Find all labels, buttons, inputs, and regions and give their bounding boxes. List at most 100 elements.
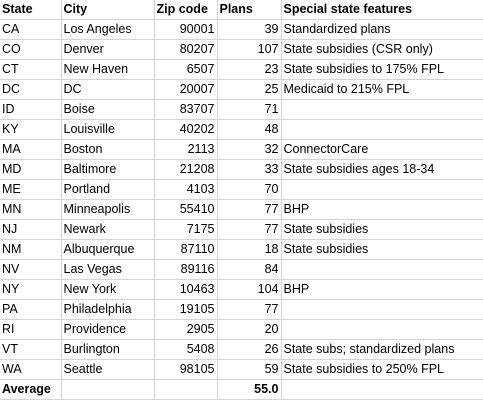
cell-city[interactable]: Albuquerque (61, 239, 155, 260)
cell-special-features[interactable]: State subsidies (281, 239, 483, 260)
cell-special-features[interactable]: ConnectorCare (281, 139, 483, 160)
cell-zip-code[interactable]: 98105 (154, 359, 218, 380)
header-special-features[interactable]: Special state features (281, 0, 483, 20)
cell-zip-code[interactable]: 20007 (154, 79, 218, 100)
cell-plans[interactable]: 25 (217, 79, 282, 100)
header-plans[interactable]: Plans (217, 0, 282, 20)
cell-special-features[interactable] (281, 259, 483, 280)
cell-city[interactable]: Boston (61, 139, 155, 160)
average-empty-cell[interactable] (61, 379, 155, 400)
cell-plans[interactable]: 39 (217, 19, 282, 40)
average-value[interactable]: 55.0 (217, 379, 282, 400)
cell-zip-code[interactable]: 5408 (154, 339, 218, 360)
cell-city[interactable]: Portland (61, 179, 155, 200)
header-city[interactable]: City (61, 0, 155, 20)
cell-special-features[interactable] (281, 179, 483, 200)
cell-zip-code[interactable]: 4103 (154, 179, 218, 200)
cell-special-features[interactable]: State subsidies to 250% FPL (281, 359, 483, 380)
cell-state[interactable]: RI (0, 319, 62, 340)
cell-plans[interactable]: 33 (217, 159, 282, 180)
cell-special-features[interactable]: State subsidies ages 18-34 (281, 159, 483, 180)
cell-city[interactable]: Denver (61, 39, 155, 60)
cell-state[interactable]: DC (0, 79, 62, 100)
cell-zip-code[interactable]: 6507 (154, 59, 218, 80)
cell-state[interactable]: CT (0, 59, 62, 80)
cell-zip-code[interactable]: 2113 (154, 139, 218, 160)
cell-zip-code[interactable]: 2905 (154, 319, 218, 340)
cell-city[interactable]: Minneapolis (61, 199, 155, 220)
cell-plans[interactable]: 23 (217, 59, 282, 80)
cell-special-features[interactable]: State subsidies (CSR only) (281, 39, 483, 60)
cell-zip-code[interactable]: 21208 (154, 159, 218, 180)
cell-state[interactable]: PA (0, 299, 62, 320)
cell-zip-code[interactable]: 87110 (154, 239, 218, 260)
cell-zip-code[interactable]: 90001 (154, 19, 218, 40)
cell-special-features[interactable] (281, 119, 483, 140)
cell-plans[interactable]: 84 (217, 259, 282, 280)
cell-plans[interactable]: 77 (217, 219, 282, 240)
cell-zip-code[interactable]: 40202 (154, 119, 218, 140)
cell-state[interactable]: CA (0, 19, 62, 40)
cell-city[interactable]: New York (61, 279, 155, 300)
cell-plans[interactable]: 70 (217, 179, 282, 200)
cell-plans[interactable]: 104 (217, 279, 282, 300)
average-empty-cell[interactable] (281, 379, 483, 400)
cell-state[interactable]: NM (0, 239, 62, 260)
cell-state[interactable]: MD (0, 159, 62, 180)
cell-special-features[interactable] (281, 99, 483, 120)
average-empty-cell[interactable] (154, 379, 218, 400)
cell-city[interactable]: Philadelphia (61, 299, 155, 320)
cell-zip-code[interactable]: 83707 (154, 99, 218, 120)
cell-city[interactable]: Baltimore (61, 159, 155, 180)
cell-zip-code[interactable]: 19105 (154, 299, 218, 320)
cell-zip-code[interactable]: 80207 (154, 39, 218, 60)
cell-plans[interactable]: 59 (217, 359, 282, 380)
cell-city[interactable]: Burlington (61, 339, 155, 360)
cell-special-features[interactable]: Standardized plans (281, 19, 483, 40)
cell-city[interactable]: Seattle (61, 359, 155, 380)
cell-plans[interactable]: 77 (217, 199, 282, 220)
cell-special-features[interactable]: State subs; standardized plans (281, 339, 483, 360)
cell-special-features[interactable]: State subsidies to 175% FPL (281, 59, 483, 80)
cell-state[interactable]: ID (0, 99, 62, 120)
cell-city[interactable]: Providence (61, 319, 155, 340)
cell-state[interactable]: NV (0, 259, 62, 280)
cell-plans[interactable]: 77 (217, 299, 282, 320)
cell-city[interactable]: Louisville (61, 119, 155, 140)
cell-special-features[interactable] (281, 299, 483, 320)
cell-zip-code[interactable]: 89116 (154, 259, 218, 280)
cell-city[interactable]: Las Vegas (61, 259, 155, 280)
cell-city[interactable]: Los Angeles (61, 19, 155, 40)
cell-plans[interactable]: 107 (217, 39, 282, 60)
cell-plans[interactable]: 20 (217, 319, 282, 340)
cell-city[interactable]: New Haven (61, 59, 155, 80)
cell-zip-code[interactable]: 55410 (154, 199, 218, 220)
average-label[interactable]: Average (0, 379, 62, 400)
cell-state[interactable]: VT (0, 339, 62, 360)
cell-special-features[interactable]: BHP (281, 199, 483, 220)
cell-city[interactable]: Boise (61, 99, 155, 120)
cell-special-features[interactable]: Medicaid to 215% FPL (281, 79, 483, 100)
cell-zip-code[interactable]: 10463 (154, 279, 218, 300)
header-state[interactable]: State (0, 0, 62, 20)
cell-state[interactable]: KY (0, 119, 62, 140)
cell-state[interactable]: NY (0, 279, 62, 300)
cell-plans[interactable]: 71 (217, 99, 282, 120)
cell-plans[interactable]: 32 (217, 139, 282, 160)
cell-special-features[interactable]: BHP (281, 279, 483, 300)
cell-state[interactable]: ME (0, 179, 62, 200)
cell-plans[interactable]: 26 (217, 339, 282, 360)
cell-city[interactable]: DC (61, 79, 155, 100)
cell-state[interactable]: MN (0, 199, 62, 220)
cell-special-features[interactable] (281, 319, 483, 340)
cell-city[interactable]: Newark (61, 219, 155, 240)
header-zip-code[interactable]: Zip code (154, 0, 218, 20)
cell-special-features[interactable]: State subsidies (281, 219, 483, 240)
cell-plans[interactable]: 18 (217, 239, 282, 260)
cell-plans[interactable]: 48 (217, 119, 282, 140)
cell-state[interactable]: MA (0, 139, 62, 160)
cell-state[interactable]: WA (0, 359, 62, 380)
cell-state[interactable]: CO (0, 39, 62, 60)
cell-zip-code[interactable]: 7175 (154, 219, 218, 240)
cell-state[interactable]: NJ (0, 219, 62, 240)
